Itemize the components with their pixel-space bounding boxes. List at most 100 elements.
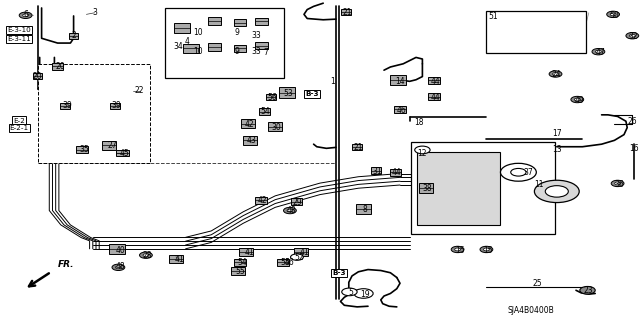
- Text: E-3-11: E-3-11: [7, 36, 31, 42]
- Circle shape: [115, 266, 122, 269]
- Bar: [234, 45, 246, 52]
- Text: 27: 27: [107, 141, 117, 150]
- Text: 49: 49: [574, 96, 584, 105]
- Text: 30: 30: [271, 123, 282, 132]
- Text: 17: 17: [552, 130, 562, 138]
- Bar: [243, 136, 257, 145]
- Text: 9: 9: [234, 47, 239, 56]
- Text: 34: 34: [173, 42, 183, 51]
- Bar: [419, 183, 433, 193]
- Circle shape: [500, 163, 536, 181]
- Bar: [277, 259, 289, 266]
- Text: 13: 13: [552, 145, 562, 154]
- Bar: [428, 77, 440, 84]
- Text: 25: 25: [532, 279, 543, 288]
- Text: 44: 44: [392, 168, 402, 177]
- Text: 44: 44: [430, 77, 440, 86]
- Text: 33: 33: [251, 31, 261, 40]
- Text: B-3: B-3: [305, 91, 319, 97]
- Circle shape: [19, 12, 32, 19]
- Circle shape: [511, 168, 526, 176]
- Text: 33: 33: [251, 47, 261, 56]
- Bar: [255, 197, 267, 204]
- Text: 20: 20: [56, 63, 66, 71]
- Text: 43: 43: [246, 136, 257, 145]
- Text: 35: 35: [79, 145, 90, 154]
- Circle shape: [615, 182, 621, 185]
- Text: 12: 12: [418, 149, 427, 158]
- Text: 54: 54: [280, 258, 290, 267]
- Text: 45: 45: [120, 149, 130, 158]
- Bar: [165, 8, 284, 78]
- Text: 15: 15: [483, 246, 493, 255]
- Bar: [486, 11, 586, 53]
- Circle shape: [287, 209, 293, 212]
- Text: 3: 3: [92, 8, 97, 17]
- Text: 31: 31: [372, 167, 383, 176]
- Text: 56: 56: [284, 258, 294, 267]
- Circle shape: [592, 48, 605, 55]
- Circle shape: [284, 207, 296, 214]
- Text: 9: 9: [234, 28, 239, 37]
- Circle shape: [545, 186, 568, 197]
- Circle shape: [626, 33, 639, 39]
- Bar: [33, 73, 42, 79]
- Text: 10: 10: [193, 47, 204, 56]
- Circle shape: [580, 286, 595, 294]
- Text: 24: 24: [552, 70, 562, 79]
- Text: 21: 21: [354, 143, 363, 152]
- Text: 50: 50: [609, 11, 620, 20]
- Bar: [371, 167, 381, 174]
- Circle shape: [571, 96, 584, 103]
- Bar: [291, 198, 302, 205]
- Bar: [428, 93, 440, 100]
- Text: 14: 14: [395, 77, 405, 86]
- Text: SJA4B0400B: SJA4B0400B: [508, 306, 555, 315]
- Text: 26: 26: [627, 117, 637, 126]
- Text: 52: 52: [294, 253, 304, 262]
- Bar: [234, 259, 246, 266]
- Bar: [69, 33, 79, 39]
- Text: 47: 47: [595, 48, 605, 57]
- Text: 54: 54: [237, 258, 247, 267]
- Text: 56: 56: [267, 93, 277, 102]
- Bar: [390, 75, 406, 85]
- Bar: [174, 23, 191, 33]
- Circle shape: [415, 146, 430, 154]
- Circle shape: [484, 248, 489, 251]
- Bar: [208, 43, 221, 51]
- Circle shape: [596, 50, 602, 53]
- Text: 53: 53: [283, 89, 293, 98]
- Text: 10: 10: [193, 28, 204, 37]
- Circle shape: [451, 246, 464, 253]
- Text: 16: 16: [628, 144, 639, 153]
- Circle shape: [607, 11, 620, 18]
- Text: 11: 11: [534, 180, 543, 189]
- Bar: [279, 87, 295, 98]
- Text: 28: 28: [143, 251, 152, 260]
- Text: 2: 2: [71, 31, 76, 40]
- Bar: [109, 244, 125, 254]
- Bar: [38, 64, 150, 163]
- Text: E-2: E-2: [13, 118, 25, 123]
- Bar: [116, 150, 129, 156]
- Text: 42: 42: [257, 197, 268, 205]
- Text: 21: 21: [343, 8, 352, 17]
- Bar: [231, 267, 245, 275]
- Circle shape: [342, 288, 357, 296]
- Bar: [394, 106, 406, 113]
- Bar: [411, 142, 555, 234]
- Text: 15: 15: [454, 246, 465, 255]
- Text: 40: 40: [115, 246, 125, 255]
- Circle shape: [291, 254, 303, 260]
- Bar: [352, 144, 362, 150]
- Circle shape: [143, 254, 149, 256]
- Text: 8: 8: [362, 205, 367, 214]
- Text: 29: 29: [292, 198, 303, 207]
- Bar: [259, 108, 270, 115]
- Text: 6: 6: [23, 10, 28, 19]
- Text: 48: 48: [286, 206, 296, 215]
- Text: 4: 4: [185, 37, 190, 46]
- Circle shape: [611, 180, 624, 187]
- Text: 39: 39: [62, 101, 72, 110]
